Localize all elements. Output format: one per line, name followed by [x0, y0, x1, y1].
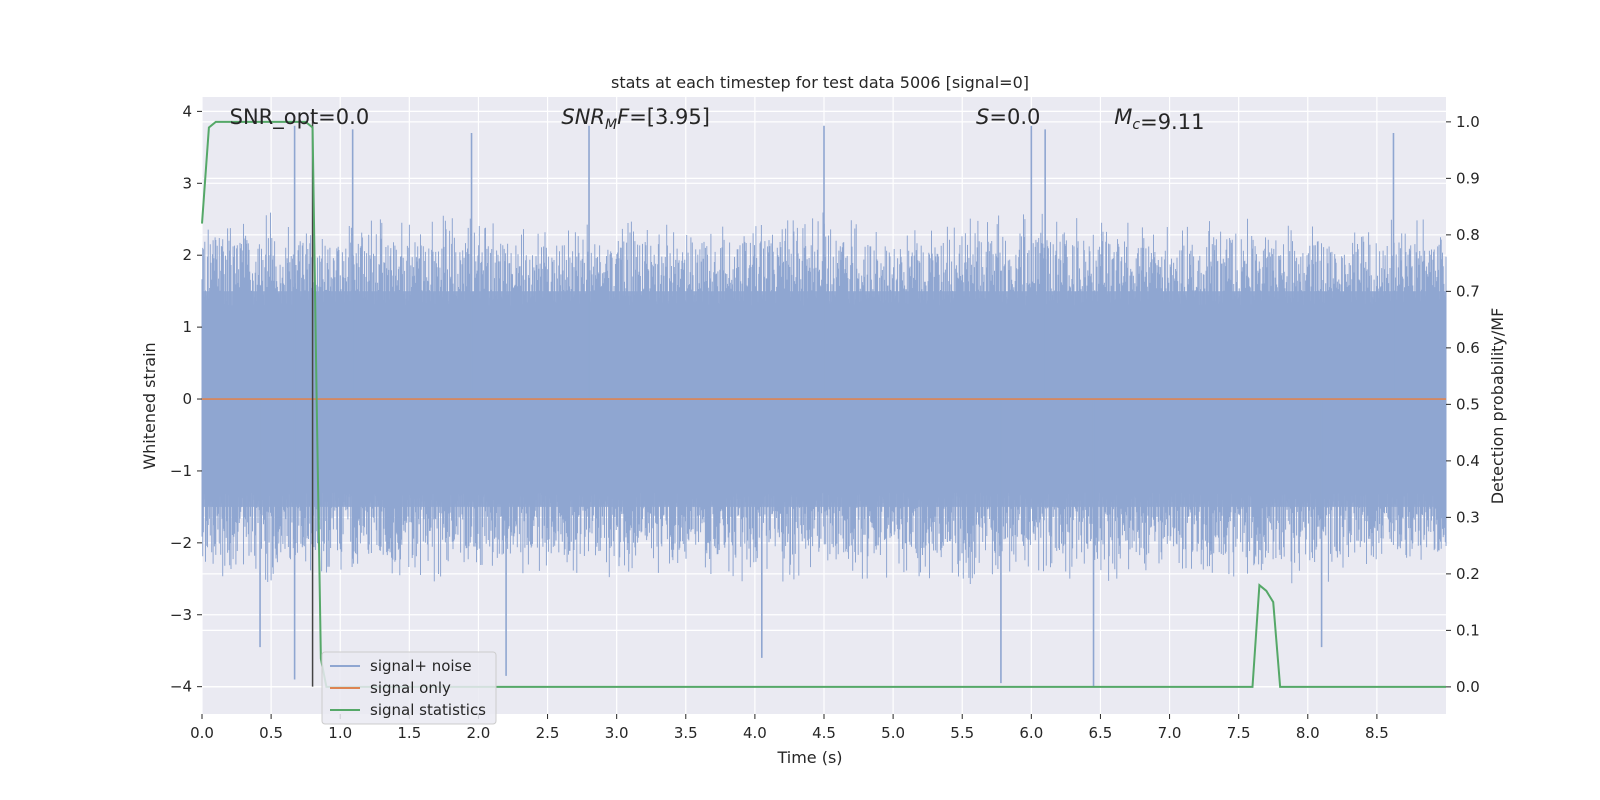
legend-label: signal only	[370, 679, 451, 697]
y2-tick-label: 0.2	[1456, 565, 1480, 583]
y2-tick-label: 0.9	[1456, 169, 1480, 187]
y-tick-label: −2	[170, 534, 192, 552]
annotation-text: Mc=9.11	[1114, 105, 1204, 134]
x-tick-label: 4.0	[743, 724, 767, 742]
x-tick-label: 5.5	[950, 724, 974, 742]
x-tick-label: 4.5	[812, 724, 836, 742]
x-tick-label: 0.5	[259, 724, 283, 742]
legend-label: signal+ noise	[370, 657, 472, 675]
y2-tick-label: 0.4	[1456, 452, 1480, 470]
x-axis-label: Time (s)	[776, 748, 842, 767]
y2-tick-label: 0.6	[1456, 339, 1480, 357]
series-signal-statistics	[201, 120, 1446, 688]
y2-tick-label: 0.5	[1456, 395, 1480, 413]
x-tick-label: 6.5	[1089, 724, 1113, 742]
y2-tick-label: 0.3	[1456, 508, 1480, 526]
y2-tick-label: 0.8	[1456, 226, 1480, 244]
y-tick-label: 2	[182, 246, 192, 264]
y2-tick-label: 0.7	[1456, 282, 1480, 300]
y-tick-label: −3	[170, 606, 192, 624]
x-tick-label: 3.5	[674, 724, 698, 742]
x-tick-label: 8.5	[1365, 724, 1389, 742]
x-tick-label: 3.0	[605, 724, 629, 742]
y2-tick-label: 1.0	[1456, 113, 1480, 131]
annotation-text: S=0.0	[976, 105, 1040, 129]
y2-tick-label: 0.1	[1456, 621, 1480, 639]
x-tick-label: 1.5	[397, 724, 421, 742]
annotations: SNR_opt=0.0 SNRMF=[3.95] S=0.0 Mc=9.11	[230, 105, 1205, 134]
x-tick-label: 1.0	[328, 724, 352, 742]
legend: signal+ noise signal only signal statistic…	[321, 651, 497, 725]
y2-axis-label: Detection probability/MF	[1488, 308, 1507, 505]
x-tick-label: 8.0	[1296, 724, 1320, 742]
y-tick-label: 3	[182, 174, 192, 192]
x-tick-label: 7.0	[1158, 724, 1182, 742]
annotation-text: SNR_opt=0.0	[230, 105, 370, 130]
annotation-text: SNRMF=[3.95]	[561, 105, 710, 133]
axes: 0.0 0.5 1.0 1.5 2.0 2.5 3.0 3.5 4.0 4.5 5.0 5.5 6.0 6…	[170, 102, 1480, 742]
y2-tick-label: 0.0	[1456, 678, 1480, 696]
y-tick-label: 0	[182, 390, 192, 408]
y-tick-label: −1	[170, 462, 192, 480]
y-tick-label: −4	[170, 678, 192, 696]
x-tick-label: 7.5	[1227, 724, 1251, 742]
y-tick-label: 4	[182, 102, 192, 120]
legend-box	[321, 651, 497, 725]
y-tick-label: 1	[182, 318, 192, 336]
x-tick-label: 2.0	[467, 724, 491, 742]
y-axis-label: Whitened strain	[140, 342, 159, 469]
signal-statistics-line	[201, 120, 1446, 688]
legend-label: signal statistics	[370, 701, 486, 719]
x-tick-label: 6.0	[1019, 724, 1043, 742]
x-tick-label: 0.0	[190, 724, 214, 742]
x-tick-label: 2.5	[536, 724, 560, 742]
noise-trace	[201, 212, 1447, 584]
x-tick-label: 5.0	[881, 724, 905, 742]
chart-title: stats at each timestep for test data 500…	[611, 73, 1029, 92]
